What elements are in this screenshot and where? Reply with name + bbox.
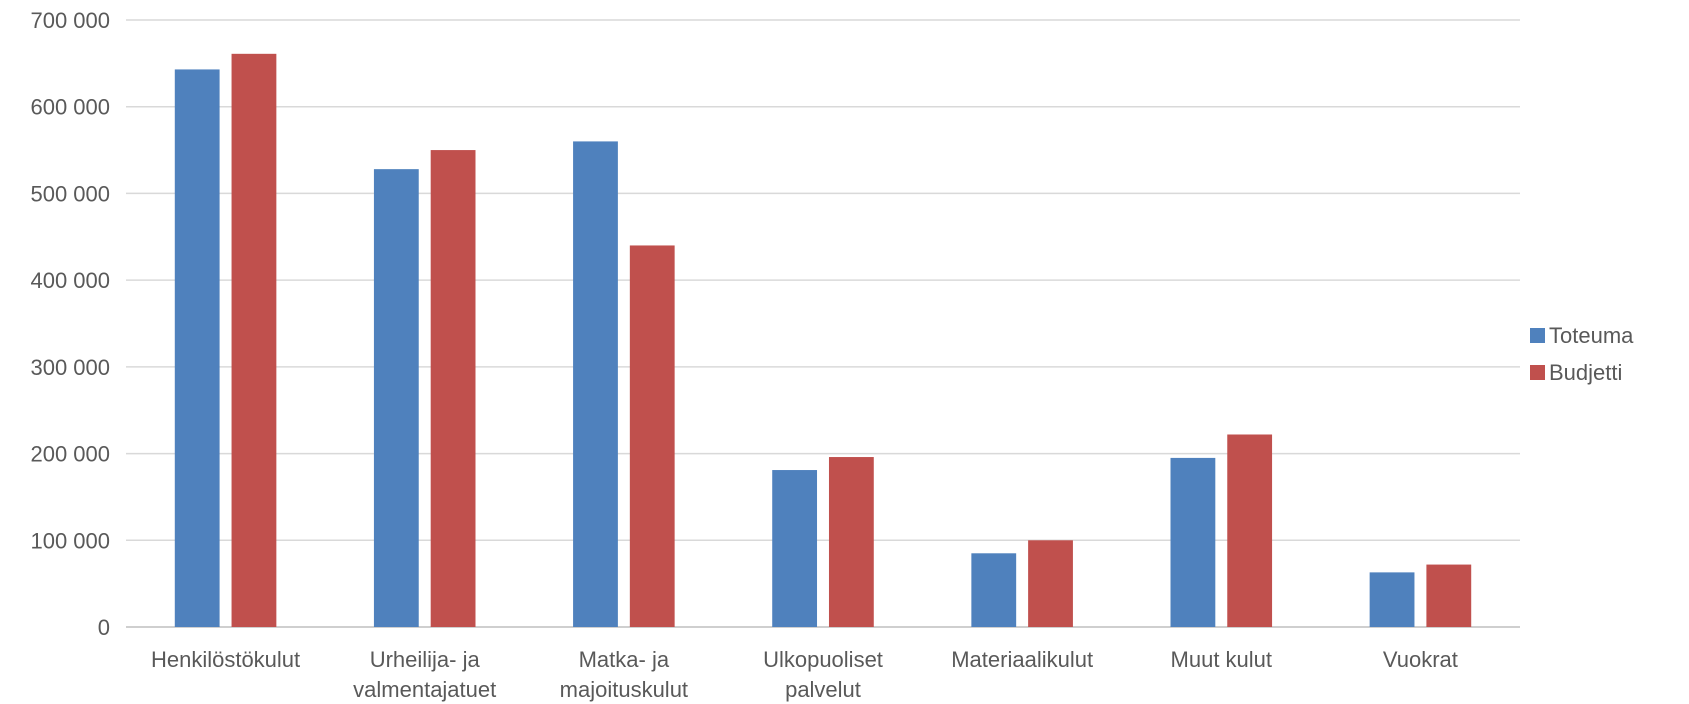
x-category-label: Materiaalikulut: [951, 647, 1093, 672]
bar-toteuma-0: [174, 69, 220, 628]
legend-label-toteuma: Toteuma: [1549, 323, 1634, 348]
legend: Toteuma Budjetti: [1530, 323, 1634, 385]
bar-toteuma-2: [573, 141, 618, 627]
y-tick-label: 200 000: [30, 442, 110, 467]
bar-toteuma-6: [1369, 572, 1415, 627]
y-tick-label: 600 000: [30, 95, 110, 120]
x-axis: Henkilöstökulut Urheilija- ja valmentajatu…: [151, 647, 1458, 702]
bar-budjetti-4: [1028, 540, 1073, 627]
x-category-label: Muut kulut: [1171, 647, 1273, 672]
bar-budjetti-6: [1426, 564, 1472, 627]
x-category-label: Matka- ja majoituskulut: [560, 647, 688, 702]
y-tick-label: 500 000: [30, 181, 110, 206]
y-tick-label: 0: [98, 615, 110, 640]
bar-budjetti-0: [231, 53, 277, 627]
legend-label-budjetti: Budjetti: [1549, 360, 1622, 385]
bar-budjetti-1: [430, 150, 476, 628]
bar-toteuma-4: [971, 553, 1017, 627]
x-category-label: Urheilija- ja valmentajatuet: [353, 647, 496, 702]
y-tick-label: 700 000: [30, 8, 110, 33]
bar-toteuma-1: [373, 169, 419, 628]
bar-budjetti-2: [629, 245, 675, 627]
bar-toteuma-3: [772, 470, 818, 627]
x-category-label: Vuokrat: [1383, 647, 1458, 672]
y-tick-label: 400 000: [30, 268, 110, 293]
bar-toteuma-5: [1170, 457, 1216, 627]
y-tick-label: 300 000: [30, 355, 110, 380]
bars: [174, 53, 1472, 628]
legend-swatch-toteuma: [1530, 328, 1545, 343]
y-tick-label: 100 000: [30, 528, 110, 553]
y-axis: 0 100 000 200 000 300 000 400 000 500 000 600 …: [30, 8, 110, 640]
x-category-label: Ulkopuoliset palvelut: [763, 647, 883, 702]
x-category-label: Henkilöstökulut: [151, 647, 300, 672]
bar-budjetti-5: [1227, 434, 1273, 627]
legend-swatch-budjetti: [1530, 365, 1545, 380]
gridlines: [126, 19, 1520, 628]
bar-budjetti-3: [828, 457, 874, 627]
